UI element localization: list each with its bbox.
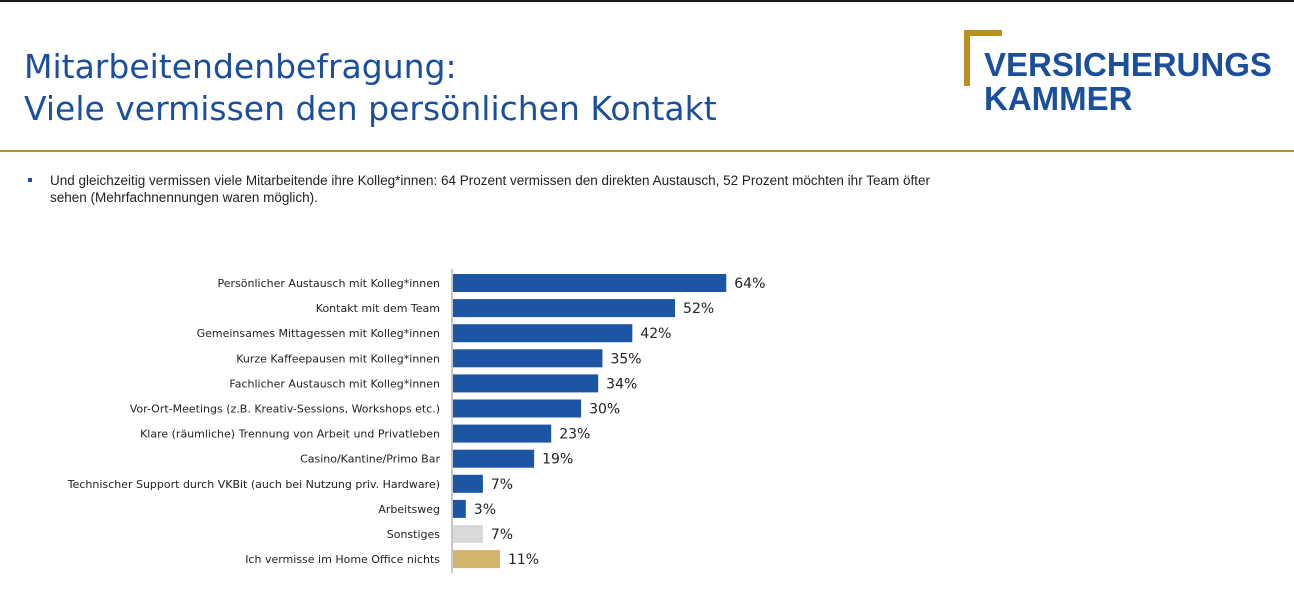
logo-bracket-top — [964, 30, 1002, 36]
bullet-text: Und gleichzeitig vermissen viele Mitarbe… — [50, 173, 930, 205]
bar — [453, 399, 582, 418]
data-label: 42% — [640, 326, 671, 342]
bar — [453, 424, 552, 443]
brand-logo: VERSICHERUNGS KAMMER — [964, 30, 1284, 116]
category-label: Casino/Kantine/Primo Bar — [300, 453, 440, 466]
bar — [453, 474, 483, 493]
title-line-1: Mitarbeitendenbefragung: — [24, 47, 457, 86]
logo-line-2: KAMMER — [984, 80, 1133, 117]
category-label: Fachlicher Austausch mit Kolleg*innen — [229, 377, 440, 390]
data-label: 7% — [491, 477, 513, 493]
bar-chart: Persönlicher Austausch mit Kolleg*innen 6… — [67, 269, 765, 573]
header-divider — [0, 150, 1294, 152]
data-label: 7% — [491, 527, 513, 543]
category-label: Gemeinsames Mittagessen mit Kolleg*innen — [197, 327, 440, 340]
top-border — [0, 0, 1294, 2]
bar — [453, 324, 633, 343]
category-label: Arbeitsweg — [378, 503, 440, 516]
data-label: 23% — [559, 427, 590, 443]
bar — [453, 449, 535, 468]
bullet-square-icon — [28, 178, 32, 182]
category-label: Klare (räumliche) Trennung von Arbeit un… — [140, 428, 440, 441]
category-label: Vor-Ort-Meetings (z.B. Kreativ-Sessions,… — [130, 403, 440, 416]
category-label: Kontakt mit dem Team — [316, 302, 440, 315]
bar — [453, 374, 599, 393]
category-label: Kurze Kaffeepausen mit Kolleg*innen — [236, 352, 440, 365]
bar — [453, 550, 500, 569]
category-label: Ich vermisse im Home Office nichts — [245, 553, 440, 566]
bar — [453, 499, 466, 518]
logo-bracket-icon — [964, 30, 970, 86]
data-label: 34% — [606, 376, 637, 392]
data-label: 30% — [589, 402, 620, 418]
category-label: Sonstiges — [387, 528, 441, 541]
page-title: Mitarbeitendenbefragung: Viele vermissen… — [24, 46, 717, 130]
category-label: Technischer Support durch VKBit (auch be… — [67, 478, 440, 491]
data-label: 19% — [542, 452, 573, 468]
title-line-2: Viele vermissen den persönlichen Kontakt — [24, 89, 717, 128]
bar — [453, 349, 603, 368]
logo-line-1: VERSICHERUNGS — [984, 46, 1272, 83]
data-label: 52% — [683, 301, 714, 317]
bar — [453, 274, 727, 292]
category-label: Persönlicher Austausch mit Kolleg*innen — [218, 277, 440, 290]
data-label: 3% — [474, 502, 496, 518]
bar — [453, 525, 483, 543]
bar — [453, 299, 676, 318]
data-label: 35% — [610, 351, 641, 367]
data-label: 11% — [508, 552, 539, 568]
data-label: 64% — [734, 276, 765, 292]
logo-wordmark: VERSICHERUNGS KAMMER — [984, 48, 1272, 116]
